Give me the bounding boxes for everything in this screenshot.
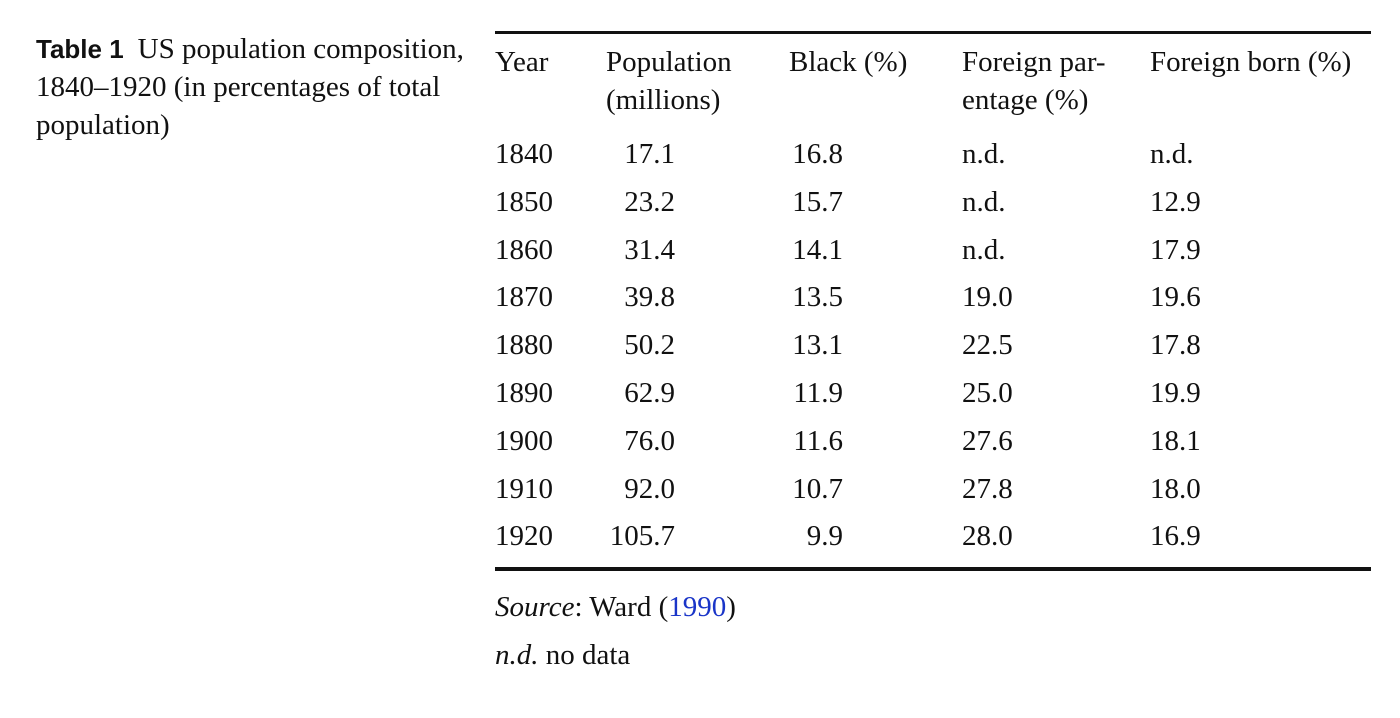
cell-population: 76.0	[624, 424, 675, 457]
cell-foreign-parentage: n.d.	[962, 233, 1006, 266]
source-author: Ward (	[589, 591, 669, 624]
cell-foreign-parentage: n.d.	[962, 138, 1006, 170]
column-header-foreign-born: Foreign born (%)	[1150, 46, 1352, 78]
cell-foreign-born: 16.9	[1150, 520, 1201, 553]
table-caption: Table 1 US population composition, 1840–1…	[36, 30, 466, 144]
cell-population: 50.2	[624, 329, 675, 362]
cell-year: 1840	[495, 138, 553, 170]
cell-year: 1860	[495, 233, 553, 266]
table-row: 1920 105.7 9.9 28.0 16.9	[495, 513, 1371, 561]
cell-year: 1900	[495, 424, 553, 457]
population-table: Year Population (millions) Black (%) Fore…	[495, 31, 1371, 679]
caption-text: US population composition, 1840–1920 (in…	[36, 33, 464, 141]
cell-population: 17.1	[624, 138, 675, 170]
cell-black: 11.6	[793, 424, 843, 457]
cell-foreign-born: 12.9	[1150, 185, 1201, 218]
cell-black: 9.9	[806, 520, 843, 553]
cell-foreign-parentage: 25.0	[962, 376, 1013, 409]
cell-foreign-parentage: 19.0	[962, 281, 1013, 314]
table-row: 1840 17.1 16.8 n.d. n.d.	[495, 119, 1371, 179]
cell-population: 23.2	[624, 185, 675, 218]
nd-abbrev: n.d.	[495, 639, 539, 672]
cell-foreign-parentage: 27.8	[962, 472, 1013, 505]
table-row: 1850 23.2 15.7 n.d. 12.9	[495, 179, 1371, 227]
cell-year: 1850	[495, 185, 553, 218]
cell-black: 13.1	[792, 329, 843, 362]
cell-year: 1920	[495, 520, 553, 553]
cell-foreign-born: 19.6	[1150, 281, 1201, 314]
source-label: Source	[495, 591, 575, 624]
column-header-year: Year	[495, 46, 549, 78]
table-row: 1910 92.0 10.7 27.8 18.0	[495, 466, 1371, 514]
cell-black: 10.7	[792, 472, 843, 505]
cell-year: 1910	[495, 472, 553, 505]
table-top-rule	[495, 31, 1371, 34]
column-header-foreign-parentage: Foreign par-entage (%)	[962, 46, 1106, 116]
table-row: 1890 62.9 11.9 25.0 19.9	[495, 370, 1371, 418]
cell-black: 13.5	[792, 281, 843, 314]
cell-foreign-born: 17.8	[1150, 329, 1201, 362]
cell-population: 31.4	[624, 233, 675, 266]
cell-population: 62.9	[624, 376, 675, 409]
cell-year: 1870	[495, 281, 553, 314]
cell-black: 14.1	[792, 233, 843, 266]
table-row: 1880 50.2 13.1 22.5 17.8	[495, 322, 1371, 370]
table-label: Table 1	[36, 34, 124, 64]
table-row: 1860 31.4 14.1 n.d. 17.9	[495, 227, 1371, 275]
table-bottom-rule	[495, 567, 1371, 572]
data-table: Year Population (millions) Black (%) Fore…	[495, 34, 1371, 561]
cell-foreign-parentage: 22.5	[962, 329, 1013, 362]
cell-foreign-born: 18.1	[1150, 424, 1201, 457]
table-body: 1840 17.1 16.8 n.d. n.d. 1850 23.2 15.7 n.d. 12.9…	[495, 119, 1371, 561]
column-header-population: Population (millions)	[606, 46, 732, 116]
cell-black: 16.8	[792, 138, 843, 170]
nd-note: n.d. no data	[495, 631, 1371, 679]
cell-year: 1880	[495, 329, 553, 362]
table-row: 1900 76.0 11.6 27.6 18.1	[495, 418, 1371, 466]
header-row: Year Population (millions) Black (%) Fore…	[495, 34, 1371, 119]
nd-text: no data	[538, 639, 631, 672]
table-row: 1870 39.8 13.5 19.0 19.6	[495, 274, 1371, 322]
source-note: Source: Ward (1990)	[495, 591, 736, 624]
cell-foreign-born: n.d.	[1150, 138, 1194, 170]
cell-foreign-born: 17.9	[1150, 233, 1201, 266]
table-footnotes: Source: Ward (1990) n.d. no data	[495, 583, 1371, 679]
cell-foreign-parentage: 28.0	[962, 520, 1013, 553]
cell-foreign-born: 18.0	[1150, 472, 1201, 505]
cell-year: 1890	[495, 376, 553, 409]
cell-black: 15.7	[792, 185, 843, 218]
cell-population: 105.7	[609, 520, 675, 553]
cell-foreign-parentage: n.d.	[962, 185, 1006, 218]
column-header-black: Black (%)	[789, 46, 908, 78]
cell-population: 92.0	[624, 472, 675, 505]
cell-foreign-born: 19.9	[1150, 376, 1201, 409]
citation-link[interactable]: 1990	[668, 591, 727, 624]
cell-black: 11.9	[793, 376, 843, 409]
cell-population: 39.8	[624, 281, 675, 314]
cell-foreign-parentage: 27.6	[962, 424, 1013, 457]
